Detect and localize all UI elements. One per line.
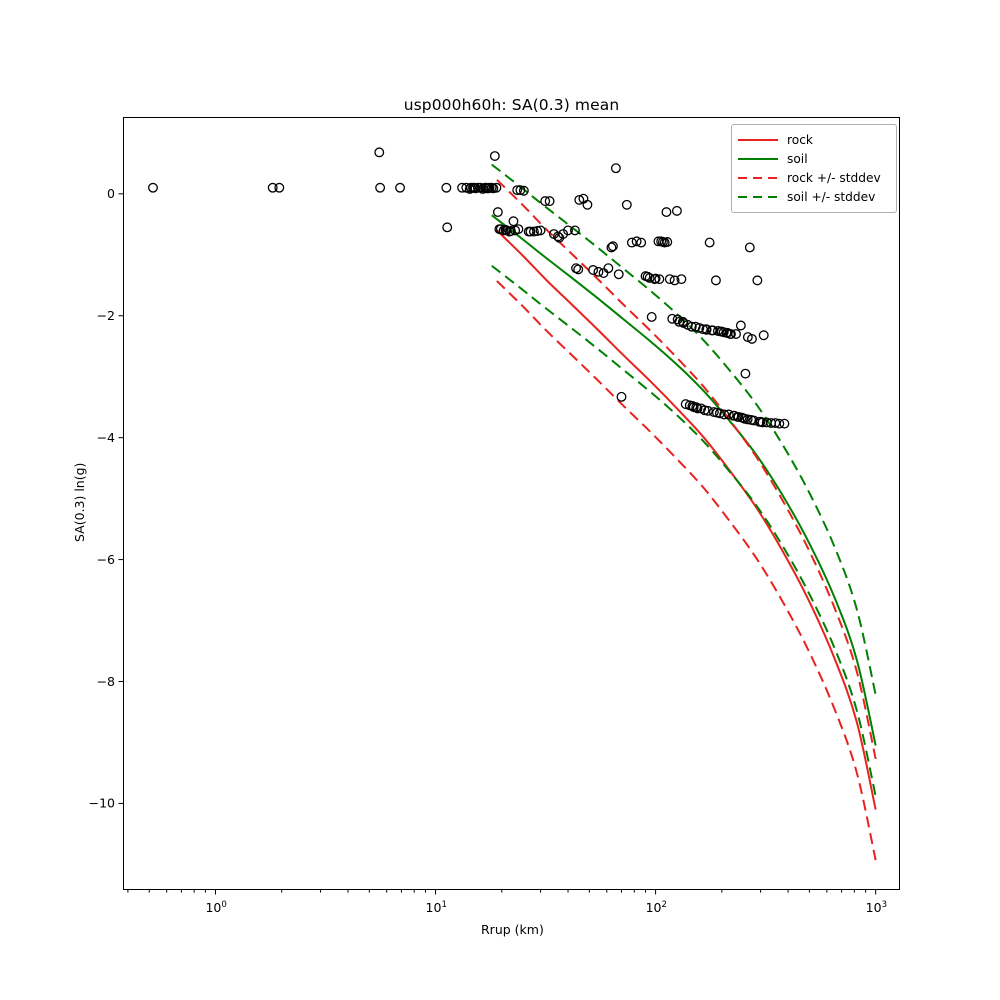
svg-text:−6: −6 (97, 552, 115, 567)
curve-rock-stddev (496, 179, 877, 760)
legend-label: rock (787, 132, 813, 147)
curve-soil-stddev (491, 163, 877, 696)
legend-item[interactable]: rock +/- stddev (738, 168, 890, 187)
axes-frame (123, 117, 900, 890)
legend-label: soil (787, 151, 808, 166)
curve-soil (491, 214, 877, 746)
svg-text:0: 0 (107, 186, 115, 201)
legend-swatch-soil-stddev (738, 191, 778, 203)
svg-text:−2: −2 (97, 308, 115, 323)
page-title: usp000h60h: SA(0.3) mean (403, 96, 620, 114)
x-axis-label: Rrup (km) (481, 922, 544, 937)
curve-rock-stddev (496, 280, 877, 861)
svg-text:−4: −4 (97, 430, 115, 445)
legend: rock soil rock +/- stddev soil +/- stdde… (731, 124, 897, 213)
curve-rock (496, 229, 877, 810)
legend-item[interactable]: soil (738, 149, 890, 168)
scatter-observations (148, 147, 790, 429)
legend-label: soil +/- stddev (787, 189, 876, 204)
legend-swatch-rock-stddev (738, 172, 778, 184)
legend-item[interactable]: soil +/- stddev (738, 187, 890, 206)
legend-label: rock +/- stddev (787, 170, 881, 185)
legend-swatch-soil (738, 153, 778, 165)
legend-swatch-rock (738, 134, 778, 146)
svg-text:−10: −10 (89, 796, 115, 811)
svg-text:−8: −8 (97, 674, 115, 689)
curve-soil-stddev (491, 264, 877, 797)
legend-item[interactable]: rock (738, 130, 890, 149)
y-axis-label: SA(0.3) ln(g) (72, 462, 87, 542)
